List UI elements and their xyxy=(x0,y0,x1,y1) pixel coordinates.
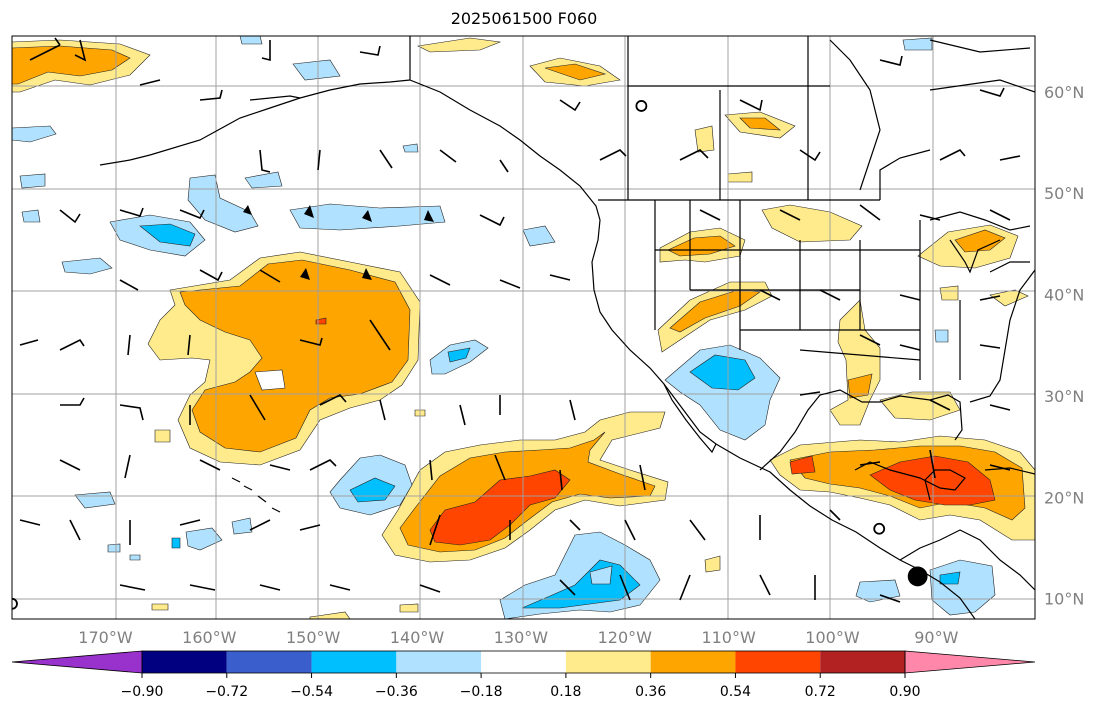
colorbar-bin xyxy=(396,651,482,673)
colorbar-tick-label: −0.18 xyxy=(460,684,503,700)
colorbar-tick-label: 0.36 xyxy=(635,684,666,700)
map-frame xyxy=(11,35,1036,620)
colorbar-bin xyxy=(735,651,821,673)
longitude-label: 90°W xyxy=(914,628,958,647)
longitude-labels: 170°W 160°W 150°W 140°W 130°W 120°W 110°W 100°W… xyxy=(78,628,958,647)
graticule xyxy=(12,36,1035,619)
colorbar-tick-label: −0.90 xyxy=(121,684,164,700)
plot-title: 2025061500 F060 xyxy=(450,9,598,28)
colorbar-bin xyxy=(820,651,905,673)
open-circle-marker xyxy=(635,100,648,112)
colorbar-tick-label: 0.18 xyxy=(550,684,581,700)
hurricane-marker xyxy=(907,566,928,587)
longitude-label: 150°W xyxy=(286,628,341,647)
colorbar-bin xyxy=(311,651,397,673)
colorbar-bin xyxy=(650,651,736,673)
colorbar-frame xyxy=(141,650,906,674)
longitude-label: 110°W xyxy=(701,628,756,647)
colorbar-bin xyxy=(142,651,227,673)
longitude-label: 160°W xyxy=(182,628,237,647)
colorbar-bin xyxy=(565,651,651,673)
latitude-label: 40°N xyxy=(1044,286,1084,305)
map-area xyxy=(12,36,1035,619)
marker-layer xyxy=(12,100,928,610)
colorbar-tick-label: 0.72 xyxy=(805,684,836,700)
coastlines xyxy=(99,36,1035,619)
longitude-label: 170°W xyxy=(78,628,133,647)
colorbar-tick-label: 0.90 xyxy=(889,684,920,700)
longitude-label: 120°W xyxy=(598,628,653,647)
wind-barbs xyxy=(19,37,1021,603)
colorbar-bin xyxy=(481,651,566,673)
open-circle-marker xyxy=(12,597,18,610)
colorbar: −0.90 −0.72 −0.54 −0.36 −0.18 0.18 0.36 0.54 0.7… xyxy=(11,650,1036,700)
latitude-label: 20°N xyxy=(1044,488,1084,507)
colorbar-extend-max xyxy=(904,650,1036,674)
colorbar-tick-label: −0.36 xyxy=(375,684,418,700)
latitude-labels: 10°N 20°N 30°N 40°N 50°N 60°N xyxy=(1044,83,1084,609)
open-circle-marker xyxy=(873,522,886,535)
longitude-label: 100°W xyxy=(805,628,860,647)
latitude-label: 50°N xyxy=(1044,184,1084,203)
colorbar-extend-min xyxy=(11,650,143,674)
colorbar-tick-label: −0.72 xyxy=(205,684,248,700)
longitude-label: 130°W xyxy=(494,628,549,647)
colorbar-bin xyxy=(226,651,312,673)
latitude-label: 10°N xyxy=(1044,590,1084,609)
latitude-label: 30°N xyxy=(1044,387,1084,406)
colorbar-tick-label: −0.54 xyxy=(290,684,333,700)
colorbar-tick-label: 0.54 xyxy=(720,684,751,700)
longitude-label: 140°W xyxy=(390,628,445,647)
latitude-label: 60°N xyxy=(1044,83,1084,102)
